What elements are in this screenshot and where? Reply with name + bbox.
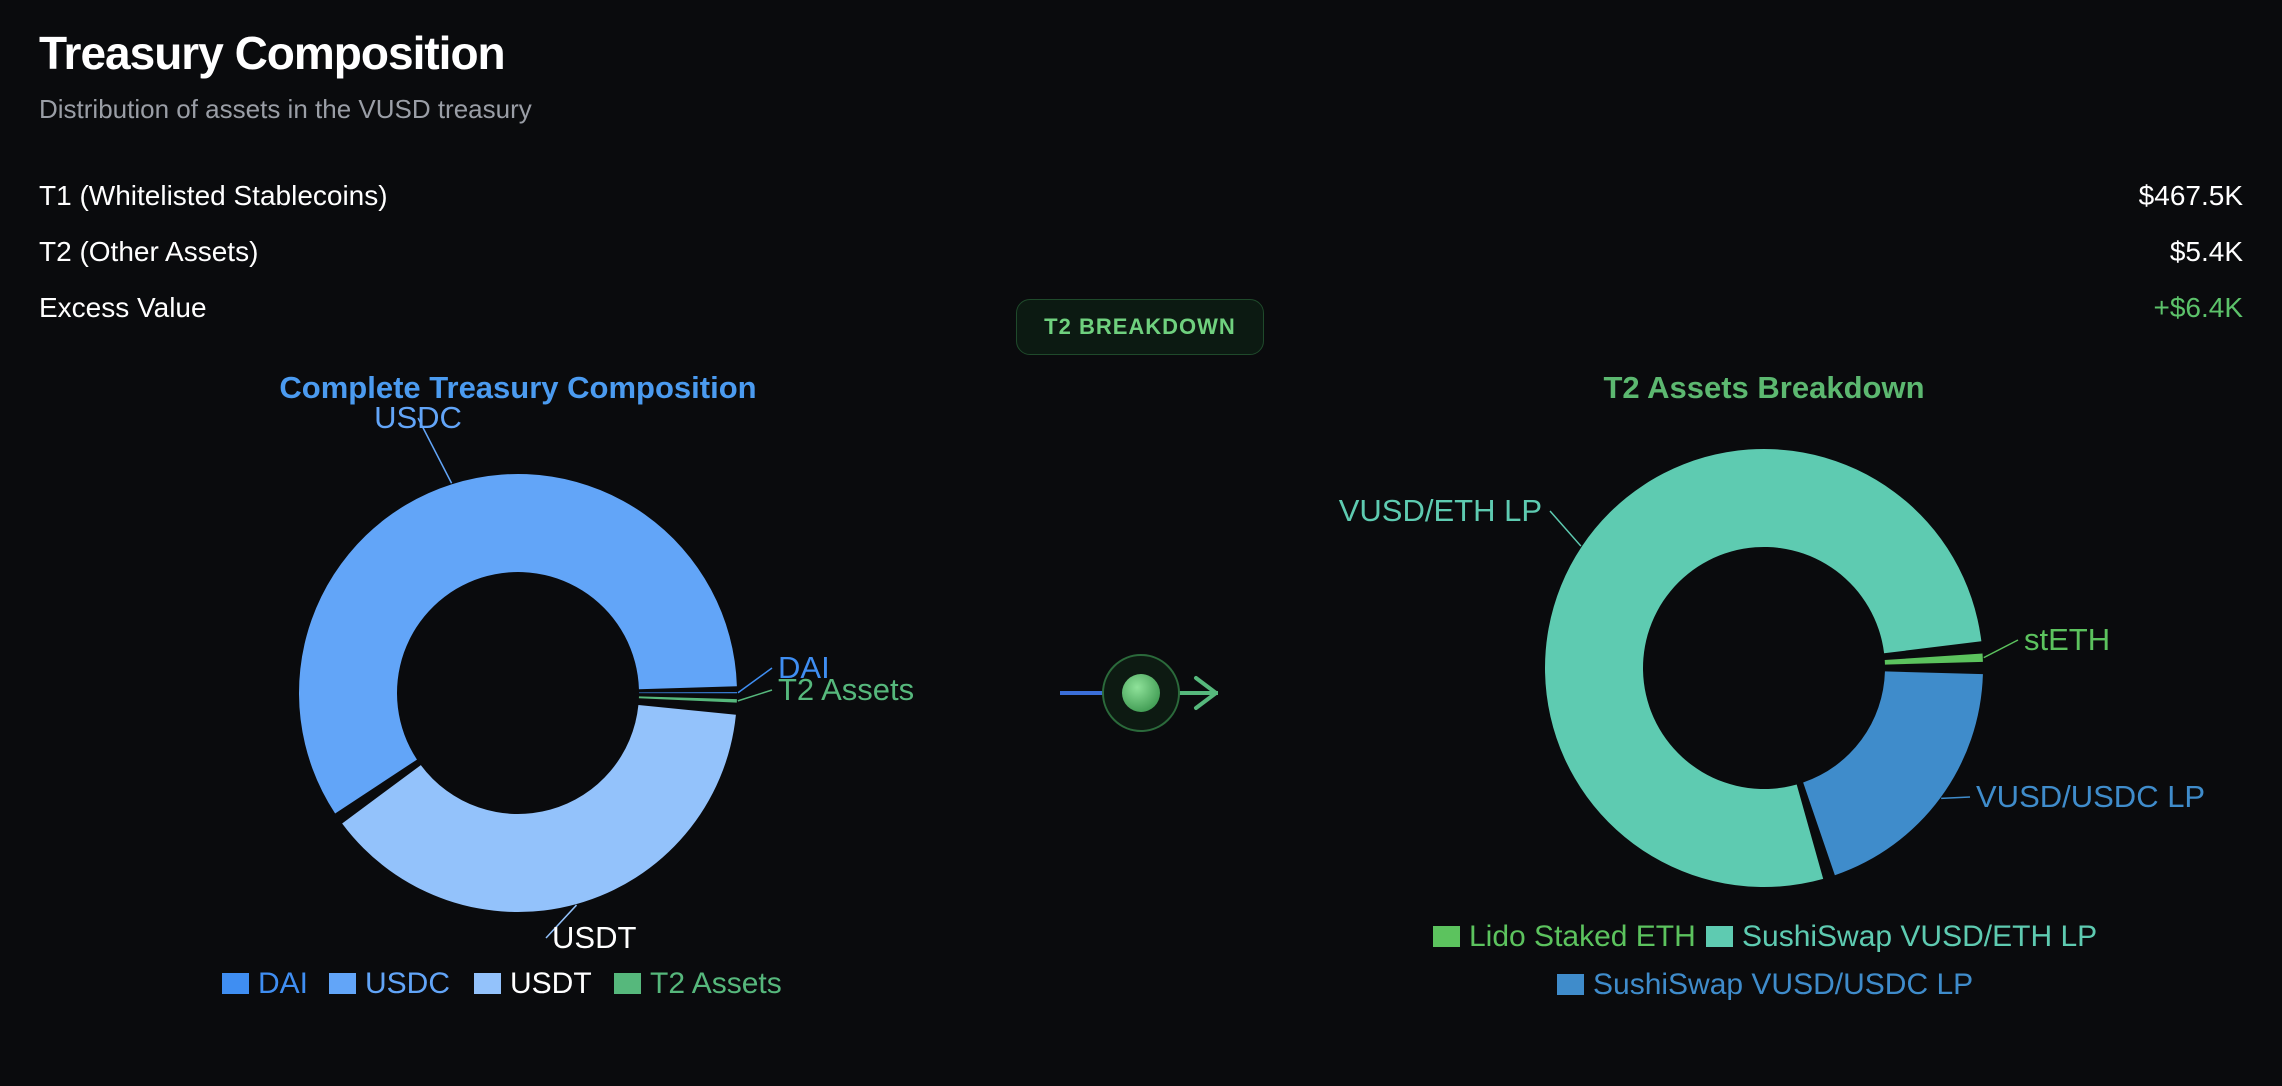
page-subtitle: Distribution of assets in the VUSD treas… <box>39 94 532 124</box>
leader-line <box>1941 796 1971 800</box>
slice-usdt[interactable] <box>342 705 736 913</box>
legend-item-t2-assets[interactable]: T2 Assets <box>650 967 782 1000</box>
slice-usdc[interactable] <box>298 473 737 814</box>
leader-line <box>1549 510 1582 547</box>
legend-swatch <box>1706 926 1733 947</box>
slice-t2-assets[interactable] <box>638 696 737 703</box>
slice-label-usdc: USDC <box>374 400 462 435</box>
t2-donut-chart: T2 Assets Breakdown stETH VUSD/ETH LP VUSD/… <box>1339 370 2205 1001</box>
slice-steth[interactable] <box>1884 653 1983 665</box>
leader-line <box>417 417 453 484</box>
stat-label: Excess Value <box>39 292 207 323</box>
slice-label-dai: DAI <box>778 650 830 685</box>
legend-item-sushiswap-vusd-usdc-lp[interactable]: SushiSwap VUSD/USDC LP <box>1593 968 1973 1001</box>
t2-breakdown-button[interactable]: T2 BREAKDOWN <box>1016 299 1264 355</box>
slice-label-t2-assets: T2 Assets <box>778 672 914 707</box>
leader-line <box>1983 639 2019 659</box>
treasury-donut-chart: Complete Treasury Composition DAI USDC USDT… <box>222 370 914 1000</box>
stat-label: T2 (Other Assets) <box>39 236 259 267</box>
legend-item-sushiswap-vusd-eth-lp[interactable]: SushiSwap VUSD/ETH LP <box>1742 920 2097 953</box>
slice-dai[interactable] <box>638 692 737 694</box>
legend-item-lido-staked-eth[interactable]: Lido Staked ETH <box>1469 920 1696 953</box>
legend-item-dai[interactable]: DAI <box>258 967 308 1000</box>
legend-swatch <box>1433 926 1460 947</box>
stat-row-t1: T1 (Whitelisted Stablecoins) $467.5K <box>39 180 2243 220</box>
legend-swatch <box>614 973 641 994</box>
arrow-right-with-node-icon <box>1060 654 1218 732</box>
leader-line <box>737 667 773 694</box>
slice-label-vusd-eth-lp: VUSD/ETH LP <box>1339 493 1542 528</box>
stat-row-excess: Excess Value +$6.4K <box>39 292 2243 332</box>
legend-swatch <box>329 973 356 994</box>
legend-item-usdt[interactable]: USDT <box>510 967 592 1000</box>
leader-line <box>737 689 773 702</box>
stat-value: $5.4K <box>2169 236 2243 267</box>
legend-swatch <box>222 973 249 994</box>
legend-swatch <box>1557 974 1584 995</box>
slice-label-vusd-usdc-lp: VUSD/USDC LP <box>1976 779 2205 814</box>
slice-label-steth: stETH <box>2024 622 2110 657</box>
page-title: Treasury Composition <box>39 27 506 79</box>
legend-item-usdc[interactable]: USDC <box>365 967 450 1000</box>
slice-vusd-eth-lp[interactable] <box>1545 448 1982 887</box>
stat-value: $467.5K <box>2138 180 2243 211</box>
chart-title: Complete Treasury Composition <box>279 370 756 405</box>
stat-value-excess: +$6.4K <box>2153 292 2243 323</box>
slice-vusd-usdc-lp[interactable] <box>1803 671 1983 876</box>
legend-swatch <box>474 973 501 994</box>
stat-label: T1 (Whitelisted Stablecoins) <box>39 180 388 211</box>
slice-label-usdt: USDT <box>552 920 636 955</box>
stat-row-t2: T2 (Other Assets) $5.4K <box>39 236 2243 276</box>
leader-line <box>545 904 578 939</box>
chart-title: T2 Assets Breakdown <box>1603 370 1924 405</box>
